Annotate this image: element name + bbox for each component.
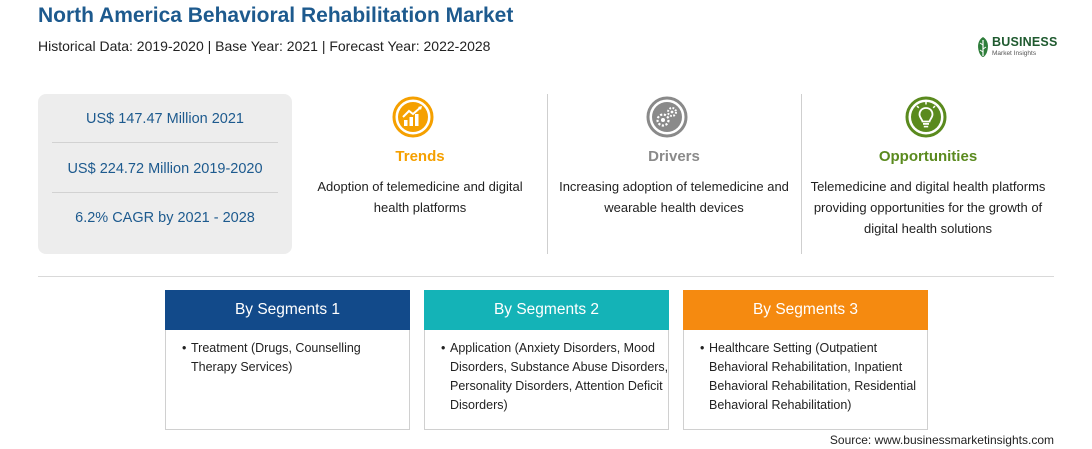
section-divider bbox=[38, 276, 1054, 277]
stat-market-size-historical: US$ 224.72 Million 2019-2020 bbox=[67, 161, 263, 177]
stats-divider bbox=[52, 192, 278, 193]
card-divider bbox=[547, 94, 548, 254]
drivers-card: Drivers Increasing adoption of telemedic… bbox=[556, 96, 792, 256]
bullet-icon: • bbox=[700, 341, 705, 355]
lightbulb-icon bbox=[905, 96, 947, 138]
opportunities-description: Telemedicine and digital health platform… bbox=[810, 179, 1046, 236]
stat-market-size-2021: US$ 147.47 Million 2021 bbox=[86, 111, 244, 127]
segment-3-item: • Healthcare Setting (Outpatient Behavio… bbox=[700, 339, 920, 415]
drivers-label: Drivers bbox=[648, 148, 700, 165]
opportunities-card: Opportunities Telemedicine and digital h… bbox=[808, 96, 1048, 256]
page-subtitle: Historical Data: 2019-2020 | Base Year: … bbox=[38, 38, 491, 54]
segment-2-box: By Segments 2 • Application (Anxiety Dis… bbox=[424, 290, 669, 430]
company-logo: BUSINESS Market Insights bbox=[975, 34, 1060, 64]
stat-cagr: 6.2% CAGR by 2021 - 2028 bbox=[75, 210, 255, 226]
page-title: North America Behavioral Rehabilitation … bbox=[38, 4, 514, 27]
bullet-icon: • bbox=[441, 341, 446, 355]
trends-card: Trends Adoption of telemedicine and digi… bbox=[300, 96, 540, 256]
source-note: Source: www.businessmarketinsights.com bbox=[829, 433, 1054, 447]
segment-3-header: By Segments 3 bbox=[683, 290, 928, 330]
logo-mark-icon bbox=[978, 37, 988, 57]
trends-description: Adoption of telemedicine and digital hea… bbox=[317, 179, 523, 215]
segment-1-header: By Segments 1 bbox=[165, 290, 410, 330]
stats-divider bbox=[52, 142, 278, 143]
logo-tagline: Market Insights bbox=[992, 50, 1037, 57]
card-divider bbox=[801, 94, 802, 254]
gears-icon bbox=[646, 96, 688, 138]
segment-2-header: By Segments 2 bbox=[424, 290, 669, 330]
trend-chart-icon bbox=[392, 96, 434, 138]
segment-1-item: • Treatment (Drugs, Counselling Therapy … bbox=[182, 339, 392, 377]
segment-2-text: Application (Anxiety Disorders, Mood Dis… bbox=[450, 341, 669, 412]
drivers-description: Increasing adoption of telemedicine and … bbox=[559, 179, 789, 215]
segment-1-text: Treatment (Drugs, Counselling Therapy Se… bbox=[191, 341, 361, 374]
bullet-icon: • bbox=[182, 341, 187, 355]
logo-wordmark: BUSINESS bbox=[992, 35, 1058, 49]
segment-2-item: • Application (Anxiety Disorders, Mood D… bbox=[441, 339, 673, 415]
segment-3-text: Healthcare Setting (Outpatient Behaviora… bbox=[709, 341, 917, 412]
trends-label: Trends bbox=[395, 148, 445, 165]
segment-3-box: By Segments 3 • Healthcare Setting (Outp… bbox=[683, 290, 928, 430]
market-stats-panel: US$ 147.47 Million 2021 US$ 224.72 Milli… bbox=[38, 94, 292, 254]
segment-1-box: By Segments 1 • Treatment (Drugs, Counse… bbox=[165, 290, 410, 430]
opportunities-label: Opportunities bbox=[878, 148, 978, 165]
